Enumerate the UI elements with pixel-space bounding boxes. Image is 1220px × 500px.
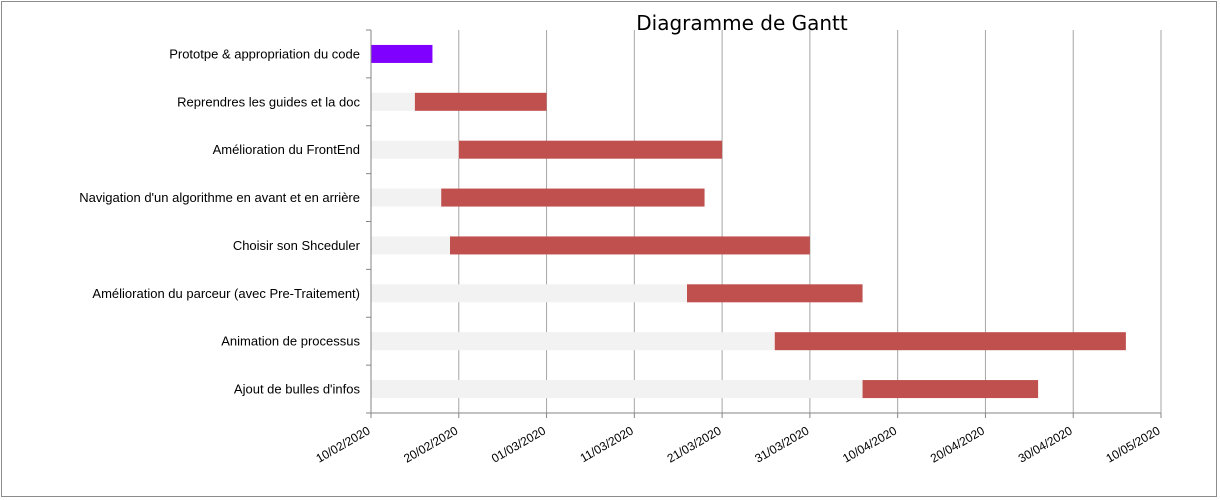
category-labels: Prototpe & appropriation du code Reprendr… [79,46,360,396]
offset-bar [371,92,415,111]
category-label: Animation de processus [221,334,360,349]
category-label: Prototpe & appropriation du code [169,46,360,61]
x-tick-label: 31/03/2020 [752,423,811,465]
offset-bar [371,236,450,255]
axes [366,29,1162,418]
x-tick-label: 01/03/2020 [489,423,548,465]
category-label: Ajout de bulles d'infos [234,382,361,397]
offset-bar [371,188,442,207]
grid-layer [458,30,1162,413]
task-bar [774,332,1126,351]
x-tick-label: 20/02/2020 [401,423,460,465]
offset-bar [371,332,775,351]
x-tick-label: 10/02/2020 [313,423,372,465]
task-bar [862,380,1039,399]
task-bar [458,140,723,159]
category-label: Reprendres les guides et la doc [177,94,360,109]
task-bar [414,92,547,111]
chart-title: Diagramme de Gantt [636,11,848,35]
task-bar [371,44,433,63]
date-tick-labels: 10/02/2020 20/02/2020 01/03/2020 11/03/2020… [313,423,1162,465]
x-tick-label: 11/03/2020 [578,423,637,465]
offset-bar [371,380,863,399]
offset-bar [371,284,687,303]
task-bar [441,188,705,207]
category-label: Navigation d'un algorithme en avant et e… [79,190,360,205]
category-label: Choisir son Shceduler [233,238,361,253]
category-label: Amélioration du FrontEnd [213,142,360,157]
x-tick-label: 10/05/2020 [1103,423,1162,465]
offset-bars [371,92,863,399]
task-bar [687,284,863,303]
category-label: Amélioration du parceur (avec Pre-Traite… [92,286,360,301]
x-tick-label: 10/04/2020 [840,423,899,465]
x-tick-label: 30/04/2020 [1016,423,1075,465]
task-bar [450,236,810,255]
offset-bar [371,140,459,159]
x-tick-label: 21/03/2020 [665,423,724,465]
task-bars [371,44,1126,399]
x-tick-label: 20/04/2020 [928,423,987,465]
